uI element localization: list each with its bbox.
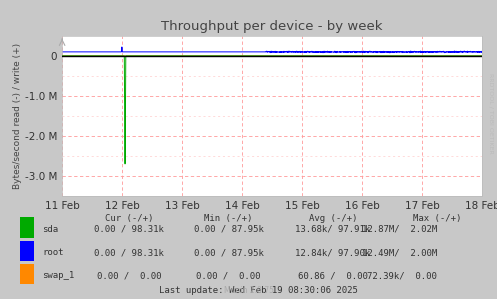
Text: 60.86 /  0.00: 60.86 / 0.00 xyxy=(298,271,368,280)
Text: sda: sda xyxy=(42,225,58,234)
Text: 0.00 / 98.31k: 0.00 / 98.31k xyxy=(94,225,164,234)
Text: 12.84k/ 97.90k: 12.84k/ 97.90k xyxy=(295,248,371,257)
Text: Last update: Wed Feb 19 08:30:06 2025: Last update: Wed Feb 19 08:30:06 2025 xyxy=(159,286,358,295)
Text: Munin 2.0.75: Munin 2.0.75 xyxy=(224,286,273,295)
Title: Throughput per device - by week: Throughput per device - by week xyxy=(162,20,383,33)
Text: 0.00 / 87.95k: 0.00 / 87.95k xyxy=(194,248,263,257)
Text: 0.00 /  0.00: 0.00 / 0.00 xyxy=(97,271,162,280)
Text: 12.87M/  2.02M: 12.87M/ 2.02M xyxy=(362,225,437,234)
Text: swap_1: swap_1 xyxy=(42,271,75,280)
Y-axis label: Bytes/second read (-) / write (+): Bytes/second read (-) / write (+) xyxy=(13,43,22,189)
Bar xyxy=(20,241,34,261)
Text: 0.00 /  0.00: 0.00 / 0.00 xyxy=(196,271,261,280)
Text: 12.49M/  2.00M: 12.49M/ 2.00M xyxy=(362,248,437,257)
Text: Avg (-/+): Avg (-/+) xyxy=(309,214,357,223)
Text: Max (-/+): Max (-/+) xyxy=(413,214,462,223)
Bar xyxy=(20,217,34,238)
Text: 13.68k/ 97.91k: 13.68k/ 97.91k xyxy=(295,225,371,234)
Text: RRDTOOL / TOBI OETIKER: RRDTOOL / TOBI OETIKER xyxy=(489,73,494,154)
Text: 0.00 / 98.31k: 0.00 / 98.31k xyxy=(94,248,164,257)
Text: Min (-/+): Min (-/+) xyxy=(204,214,253,223)
Text: root: root xyxy=(42,248,64,257)
Bar xyxy=(20,264,34,284)
Text: Cur (-/+): Cur (-/+) xyxy=(105,214,154,223)
Text: 0.00 / 87.95k: 0.00 / 87.95k xyxy=(194,225,263,234)
Text: 72.39k/  0.00: 72.39k/ 0.00 xyxy=(367,271,437,280)
